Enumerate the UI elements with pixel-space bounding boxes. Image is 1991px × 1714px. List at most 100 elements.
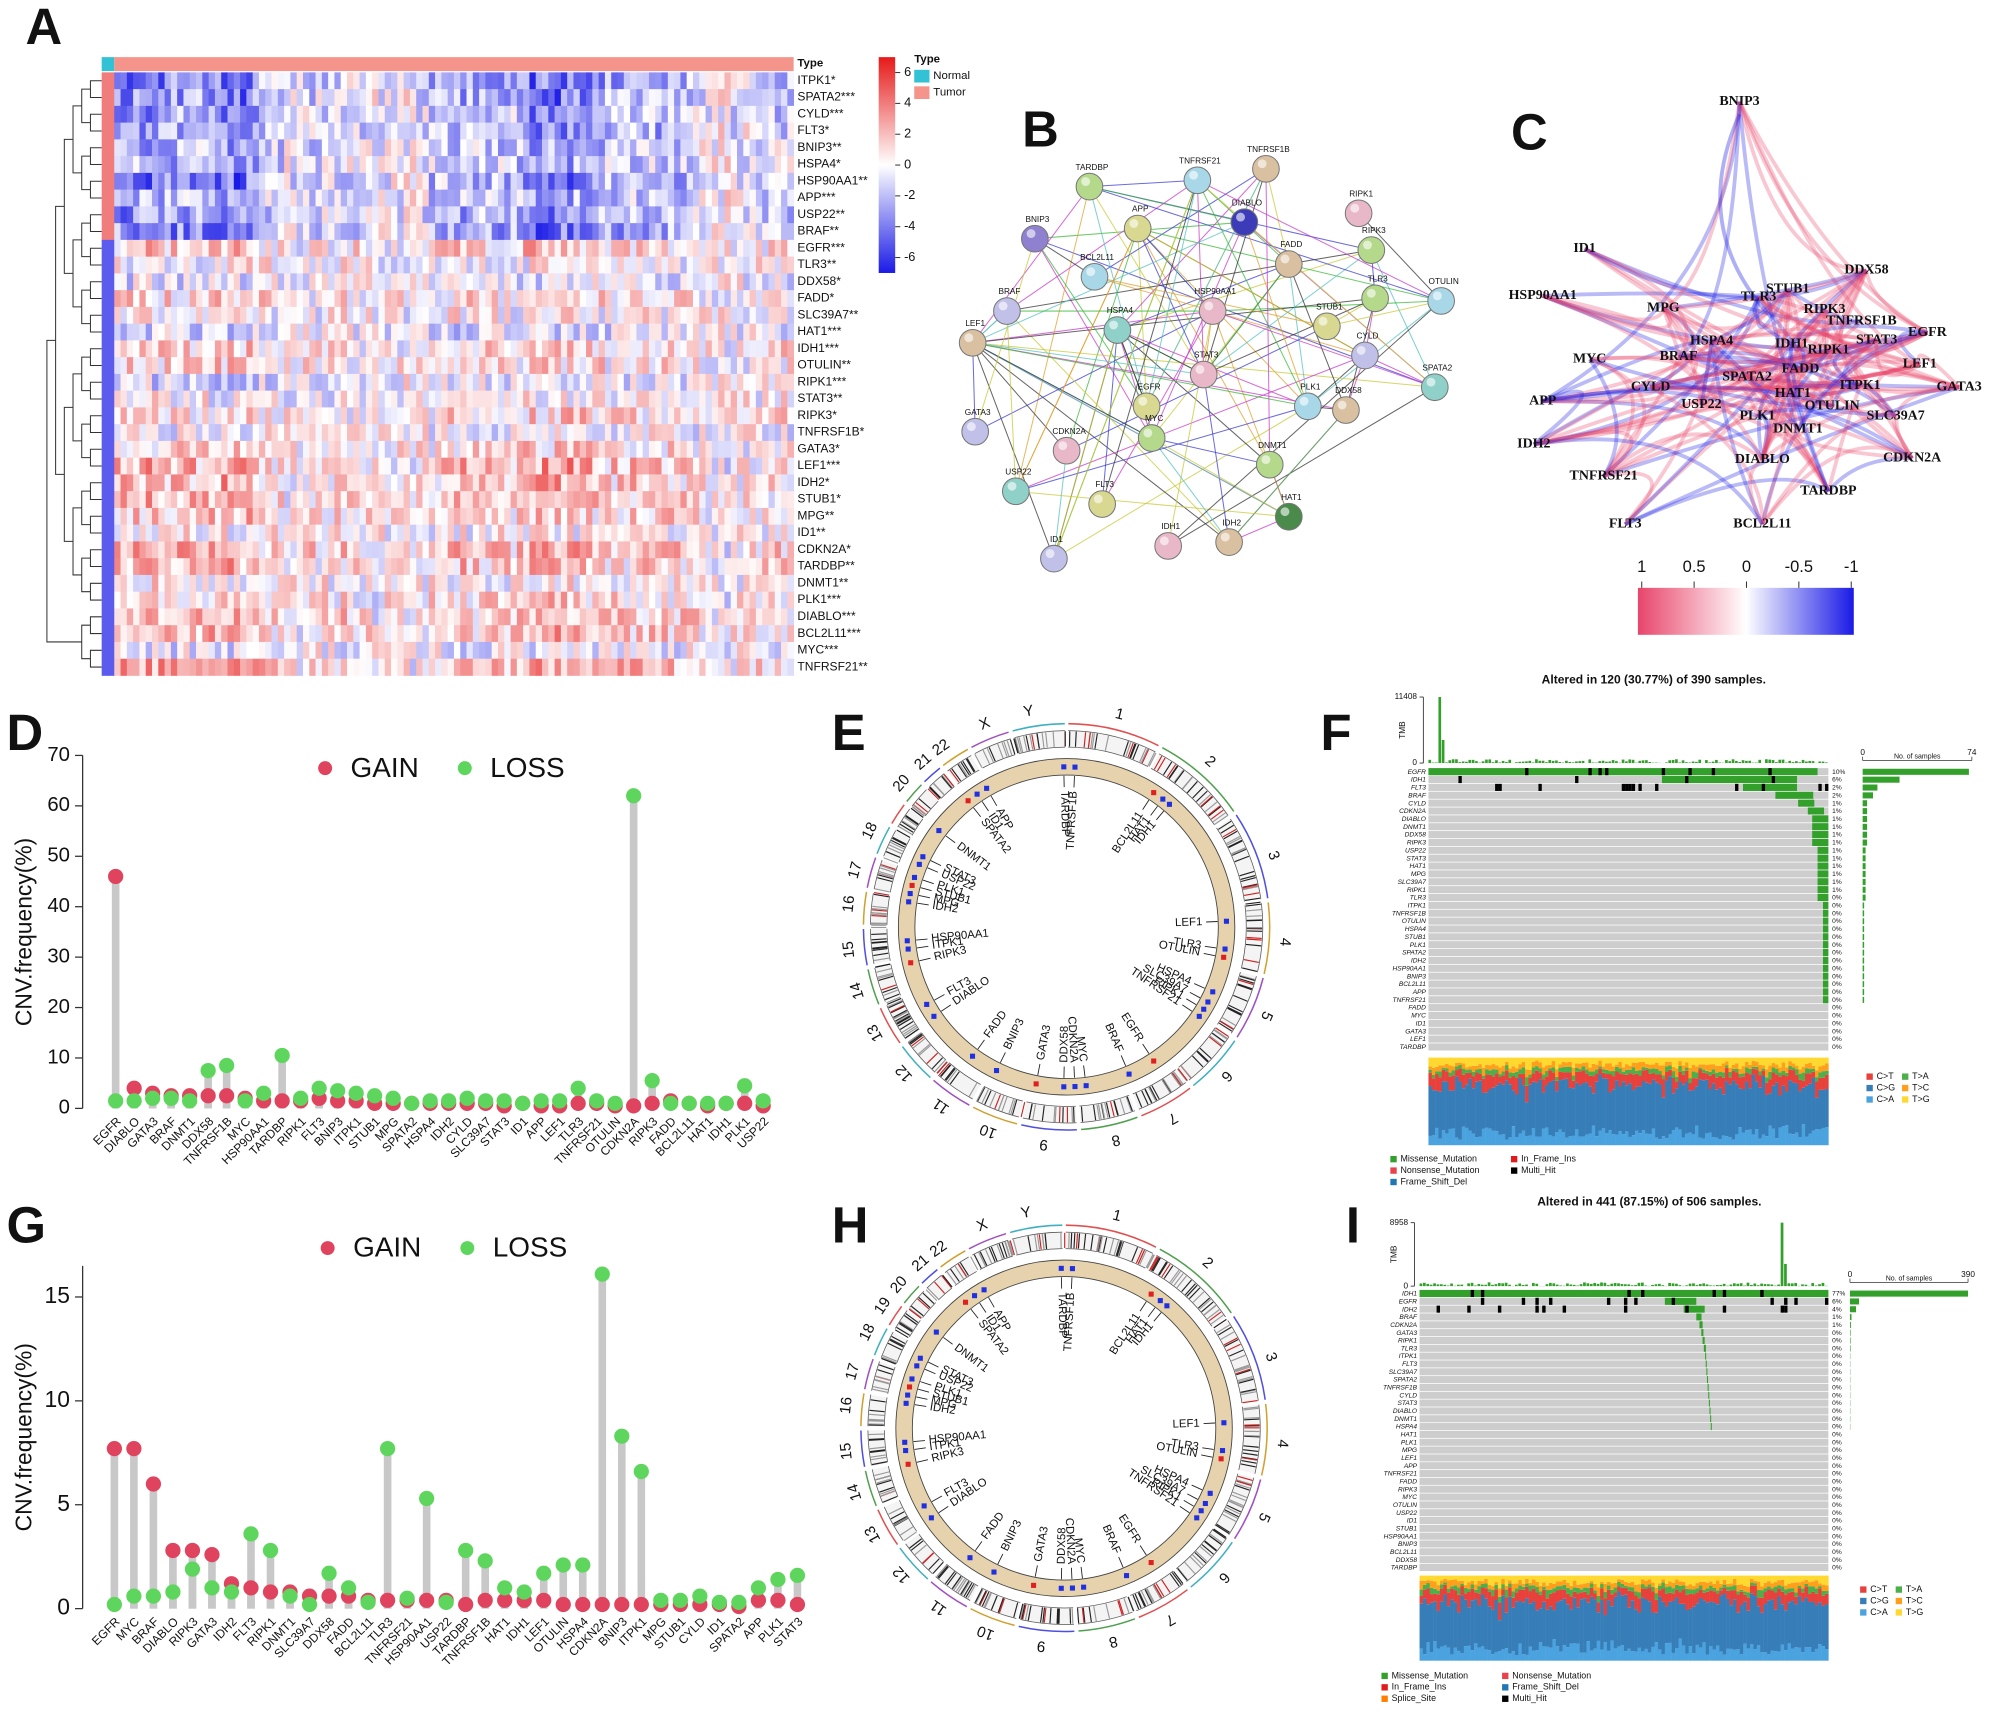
heatmap-cell [284, 122, 291, 140]
heatmap-cell [409, 424, 417, 442]
heatmap-cell [246, 625, 254, 643]
heatmap-cell [290, 105, 298, 124]
heatmap-cell [762, 239, 769, 258]
heatmap-cell [258, 139, 266, 157]
heatmap-cell [472, 541, 480, 559]
heatmap-cell [674, 424, 681, 442]
ideogram-band [1222, 1017, 1236, 1026]
network-node [1332, 396, 1360, 424]
heatmap-cell [152, 340, 159, 358]
heatmap-cell [497, 273, 505, 291]
ideogram-outline [947, 755, 972, 772]
heatmap-cell [227, 206, 235, 224]
heatmap-cell [730, 273, 738, 291]
heatmap-cell [479, 524, 486, 542]
heatmap-cell [208, 641, 216, 660]
correlation-edge [1799, 362, 1960, 390]
heatmap-cell [699, 340, 706, 358]
lollipop-dot [274, 1047, 290, 1064]
network-node [1427, 287, 1455, 315]
panel-label: C [1511, 103, 1548, 160]
heatmap-cell [485, 641, 493, 660]
heatmap-cell [214, 122, 222, 140]
heatmap-cell [604, 357, 612, 375]
heatmap-cell [240, 491, 247, 509]
heatmap-cell [152, 89, 159, 107]
heatmap-cell [743, 440, 750, 459]
heatmap-cell [535, 407, 543, 425]
heatmap-cell [221, 558, 228, 576]
heatmap-cell [453, 105, 461, 124]
heatmap-cell [529, 524, 537, 542]
row-label: TNFRSF1B* [797, 425, 864, 439]
ideogram-band [1231, 847, 1246, 855]
heatmap-cell [630, 139, 637, 157]
heatmap-cell [164, 206, 172, 224]
heatmap-cell [353, 256, 360, 274]
heatmap-cell [447, 574, 455, 593]
heatmap-cell [170, 139, 178, 157]
heatmap-cell [560, 206, 568, 224]
ideogram-outline [870, 892, 874, 925]
heatmap-cell [214, 306, 222, 325]
heatmap-cell [170, 306, 178, 325]
heatmap-cell [403, 122, 411, 140]
heatmap-cell [573, 72, 581, 90]
heatmap-cell [435, 558, 442, 576]
heatmap-cell [548, 524, 555, 542]
heatmap-cell [233, 407, 241, 425]
heatmap-cell [737, 625, 744, 643]
heatmap-cell [403, 591, 411, 609]
heatmap-cell [227, 574, 235, 593]
heatmap-cell [516, 323, 524, 341]
heatmap-cell [586, 541, 593, 559]
heatmap-cell [491, 156, 499, 174]
heatmap-cell [718, 72, 725, 90]
heatmap-cell [334, 323, 342, 341]
heatmap-cell [491, 641, 499, 660]
heatmap-cell [617, 105, 625, 124]
heatmap-cell [145, 541, 153, 559]
heatmap-cell [114, 390, 121, 408]
heatmap-cell [196, 340, 203, 358]
heatmap-cell [271, 390, 279, 408]
heatmap-cell [353, 122, 360, 140]
heatmap-cell [403, 323, 411, 341]
heatmap-cell [422, 189, 430, 207]
heatmap-cell [762, 256, 769, 274]
heatmap-cell [246, 323, 254, 341]
heatmap-cell [177, 256, 184, 274]
heatmap-cell [365, 608, 373, 626]
heatmap-cell [183, 424, 191, 442]
heatmap-cell [158, 122, 165, 140]
heatmap-cell [611, 407, 618, 425]
heatmap-cell [598, 223, 606, 241]
heatmap-cell [497, 641, 505, 660]
heatmap-cell [196, 591, 203, 609]
heatmap-cell [460, 290, 467, 308]
correlation-edge [1758, 295, 1878, 342]
heatmap-cell [164, 223, 172, 241]
dendrogram-branch [89, 314, 102, 333]
heatmap-cell [617, 457, 625, 475]
heatmap-cell [284, 357, 291, 375]
heatmap-cell [139, 373, 147, 392]
heatmap-cell [611, 390, 618, 408]
heatmap-cell [164, 474, 172, 492]
heatmap-cell [145, 574, 153, 593]
heatmap-cell [642, 290, 650, 308]
network-edge [1117, 168, 1267, 331]
heatmap-cell [749, 105, 757, 124]
heatmap-cell [516, 122, 524, 140]
heatmap-cell [265, 591, 272, 609]
heatmap-cell [114, 524, 121, 542]
heatmap-cell [542, 323, 549, 341]
heatmap-cell [170, 440, 178, 459]
heatmap-cell [466, 273, 474, 291]
heatmap-cell [328, 524, 335, 542]
heatmap-cell [189, 273, 197, 291]
heatmap-cell [617, 256, 625, 274]
heatmap-cell [617, 357, 625, 375]
heatmap-cell [177, 591, 184, 609]
heatmap-cell [196, 89, 203, 107]
